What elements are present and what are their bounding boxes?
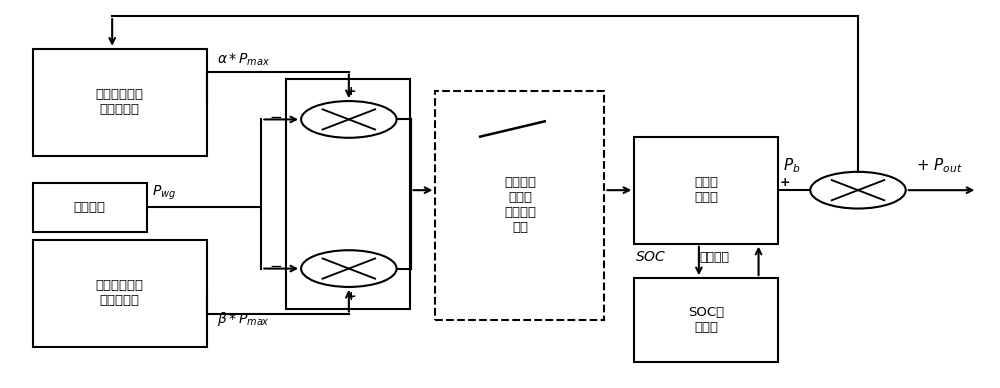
Text: $P_b$: $P_b$ (783, 156, 801, 175)
Text: +: + (346, 85, 356, 98)
Text: $+\ P_{out}$: $+\ P_{out}$ (916, 156, 962, 175)
Text: 电池储能系统
充电参考值: 电池储能系统 充电参考值 (96, 88, 144, 116)
Text: 电池储能
系统断
开、切入
控制: 电池储能 系统断 开、切入 控制 (504, 177, 536, 234)
Bar (634, 137, 778, 244)
Text: 风电功率: 风电功率 (74, 201, 106, 214)
Bar (435, 91, 604, 320)
Text: 电池储能系统
放电参考值: 电池储能系统 放电参考值 (96, 279, 144, 307)
Text: $P_{wg}$: $P_{wg}$ (152, 184, 176, 202)
Text: +: + (780, 176, 791, 189)
Text: SOC保
护控制: SOC保 护控制 (688, 306, 724, 334)
Text: −: − (270, 259, 283, 274)
Text: 电池储
能系统: 电池储 能系统 (694, 176, 718, 204)
Bar (33, 48, 207, 156)
Bar (286, 79, 410, 309)
Text: $\beta*P_{max}$: $\beta*P_{max}$ (217, 310, 269, 328)
Bar (33, 240, 207, 347)
Bar (33, 182, 147, 232)
Text: $SOC$: $SOC$ (635, 250, 667, 264)
Text: +: + (346, 290, 356, 303)
Text: $\alpha*P_{max}$: $\alpha*P_{max}$ (217, 51, 270, 68)
Text: 功率修正: 功率修正 (699, 251, 729, 263)
Text: −: − (270, 110, 283, 125)
Bar (634, 278, 778, 362)
